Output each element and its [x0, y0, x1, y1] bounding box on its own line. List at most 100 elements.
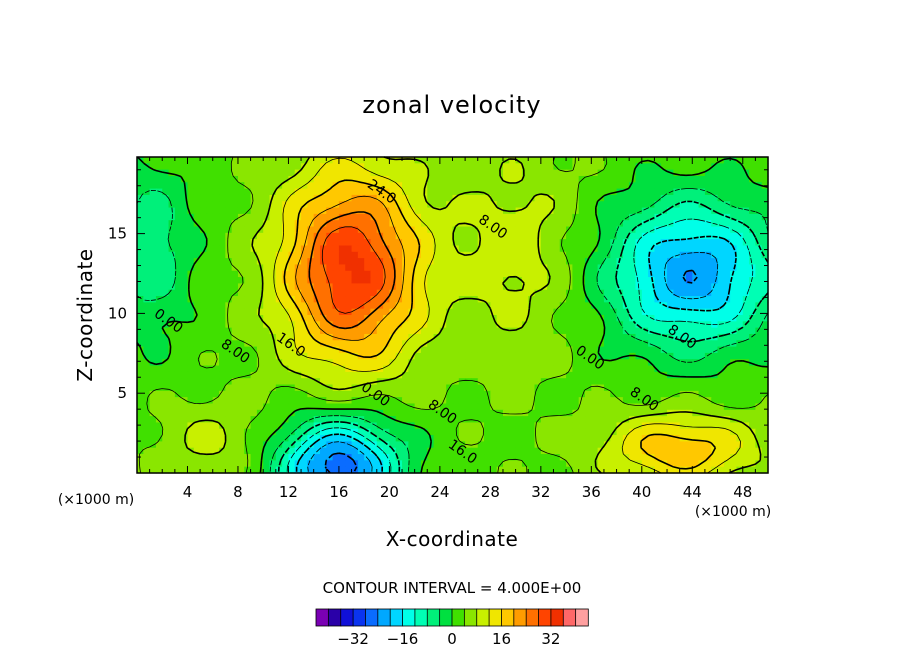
- field-cell: [212, 378, 220, 386]
- field-cell: [521, 428, 529, 436]
- field-cell: [294, 226, 302, 234]
- field-cell: [244, 308, 252, 316]
- field-cell: [566, 384, 573, 392]
- field-cell: [402, 232, 409, 240]
- field-cell: [692, 397, 700, 405]
- field-cell: [477, 384, 485, 392]
- field-cell: [755, 289, 763, 297]
- field-cell: [364, 251, 372, 259]
- field-cell: [263, 182, 271, 190]
- field-cell: [603, 327, 611, 335]
- field-cell: [578, 302, 586, 310]
- field-cell: [685, 157, 693, 164]
- field-cell: [370, 277, 378, 284]
- field-cell: [149, 340, 157, 348]
- field-cell: [465, 359, 473, 367]
- field-cell: [566, 390, 573, 398]
- field-cell: [269, 201, 277, 209]
- field-cell: [635, 239, 643, 247]
- field-cell: [559, 460, 567, 468]
- field-cell: [345, 277, 353, 284]
- field-cell: [219, 188, 226, 196]
- field-cell: [629, 428, 637, 436]
- field-cell: [572, 435, 580, 442]
- field-cell: [408, 232, 416, 240]
- field-cell: [742, 384, 750, 392]
- field-cell: [212, 460, 220, 468]
- field-cell: [294, 390, 302, 398]
- field-cell: [219, 157, 226, 164]
- field-cell: [376, 270, 384, 278]
- field-cell: [452, 175, 460, 183]
- field-cell: [547, 378, 555, 386]
- field-cell: [641, 207, 649, 215]
- field-cell: [458, 409, 466, 417]
- field-cell: [357, 466, 365, 474]
- field-cell: [755, 308, 763, 316]
- field-cell: [395, 416, 403, 424]
- field-cell: [364, 384, 372, 392]
- field-cell: [730, 182, 738, 190]
- field-cell: [742, 308, 750, 316]
- field-cell: [155, 435, 163, 442]
- field-cell: [427, 270, 435, 278]
- field-cell: [616, 251, 624, 259]
- field-cell: [313, 333, 321, 341]
- field-cell: [622, 384, 630, 392]
- field-cell: [515, 308, 523, 316]
- field-cell: [155, 239, 163, 247]
- field-cell: [332, 460, 340, 468]
- field-cell: [206, 327, 214, 335]
- field-cell: [685, 239, 693, 247]
- field-cell: [591, 220, 599, 228]
- field-cell: [559, 403, 567, 411]
- field-cell: [326, 460, 334, 468]
- field-cell: [162, 175, 170, 183]
- field-cell: [282, 327, 290, 335]
- field-cell: [143, 308, 151, 316]
- field-cell: [294, 333, 302, 341]
- field-cell: [723, 169, 731, 177]
- field-cell: [345, 409, 353, 417]
- field-cell: [433, 371, 441, 379]
- field-cell: [597, 422, 605, 430]
- field-cell: [521, 264, 529, 272]
- field-cell: [616, 460, 624, 468]
- field-cell: [420, 460, 428, 468]
- field-cell: [484, 378, 491, 386]
- field-cell: [237, 207, 245, 215]
- field-cell: [256, 340, 264, 348]
- field-cell: [263, 454, 271, 461]
- field-cell: [578, 258, 586, 266]
- field-cell: [168, 194, 176, 202]
- field-cell: [648, 213, 656, 221]
- field-cell: [654, 466, 662, 474]
- field-cell: [326, 416, 334, 424]
- field-cell: [698, 283, 706, 291]
- field-cell: [162, 365, 170, 373]
- field-cell: [263, 302, 271, 310]
- field-cell: [534, 454, 542, 461]
- field-cell: [345, 245, 353, 253]
- field-cell: [237, 201, 245, 209]
- field-cell: [458, 416, 466, 424]
- field-cell: [345, 169, 353, 177]
- field-cell: [212, 428, 220, 436]
- field-cell: [603, 428, 611, 436]
- field-cell: [685, 232, 693, 240]
- field-cell: [332, 454, 340, 461]
- field-cell: [446, 296, 454, 303]
- field-cell: [301, 188, 308, 196]
- field-cell: [250, 251, 258, 259]
- field-cell: [338, 435, 346, 442]
- field-cell: [635, 466, 643, 474]
- field-cell: [458, 245, 466, 253]
- field-cell: [275, 157, 283, 164]
- field-cell: [288, 384, 296, 392]
- field-cell: [528, 428, 536, 436]
- field-cell: [326, 447, 334, 455]
- field-cell: [187, 308, 195, 316]
- field-cell: [250, 359, 258, 367]
- field-cell: [332, 321, 340, 329]
- field-cell: [219, 359, 226, 367]
